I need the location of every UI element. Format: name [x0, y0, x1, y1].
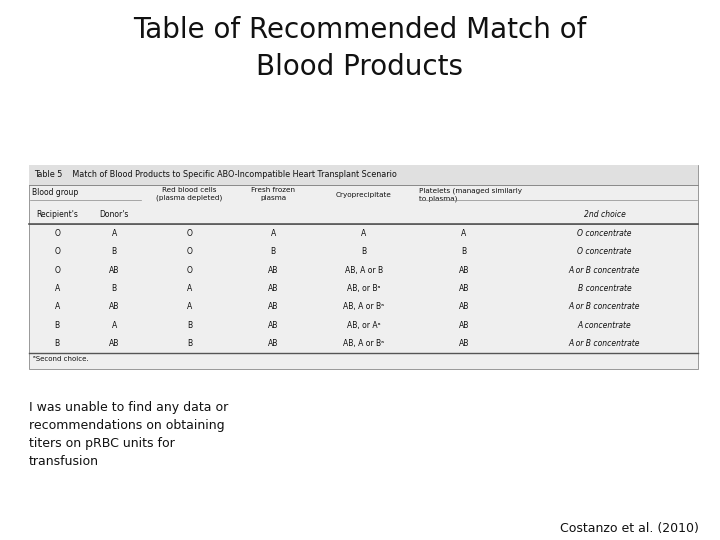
Text: AB: AB — [109, 339, 120, 348]
Text: A: A — [271, 229, 276, 238]
Text: AB: AB — [459, 339, 469, 348]
Text: B: B — [112, 247, 117, 256]
Text: B: B — [361, 247, 366, 256]
Text: AB, or Bᵃ: AB, or Bᵃ — [347, 284, 380, 293]
Text: B: B — [55, 339, 60, 348]
Text: A: A — [187, 284, 192, 293]
FancyBboxPatch shape — [29, 165, 698, 185]
Text: O concentrate: O concentrate — [577, 247, 632, 256]
Text: A: A — [361, 229, 366, 238]
Text: A: A — [112, 229, 117, 238]
Text: Cryoprecipitate: Cryoprecipitate — [336, 192, 392, 198]
Text: AB: AB — [459, 321, 469, 329]
Text: Blood group: Blood group — [32, 188, 78, 198]
Text: A: A — [112, 321, 117, 329]
Text: B: B — [271, 247, 276, 256]
Text: AB: AB — [268, 266, 279, 274]
Text: AB: AB — [459, 284, 469, 293]
Text: B concentrate: B concentrate — [577, 284, 631, 293]
Text: ᵃSecond choice.: ᵃSecond choice. — [33, 356, 89, 362]
Text: O: O — [54, 266, 60, 274]
Text: A or B concentrate: A or B concentrate — [569, 339, 640, 348]
Text: O: O — [186, 229, 192, 238]
FancyBboxPatch shape — [29, 165, 698, 369]
Text: O: O — [54, 229, 60, 238]
Text: AB: AB — [109, 266, 120, 274]
Text: A: A — [55, 302, 60, 311]
Text: AB: AB — [268, 302, 279, 311]
Text: AB, A or B: AB, A or B — [345, 266, 382, 274]
Text: B: B — [462, 247, 467, 256]
Text: Platelets (managed similarly
to plasma): Platelets (managed similarly to plasma) — [419, 187, 522, 202]
Text: A: A — [462, 229, 467, 238]
Text: B: B — [55, 321, 60, 329]
Text: A concentrate: A concentrate — [577, 321, 631, 329]
Text: Table of Recommended Match of
Blood Products: Table of Recommended Match of Blood Prod… — [133, 16, 587, 81]
Text: Red blood cells
(plasma depleted): Red blood cells (plasma depleted) — [156, 187, 222, 201]
Text: B: B — [112, 284, 117, 293]
Text: Fresh frozen
plasma: Fresh frozen plasma — [251, 187, 295, 201]
Text: AB: AB — [268, 321, 279, 329]
Text: A: A — [187, 302, 192, 311]
Text: O: O — [186, 266, 192, 274]
Text: AB: AB — [459, 266, 469, 274]
Text: AB, or Aᵃ: AB, or Aᵃ — [347, 321, 380, 329]
Text: Costanzo et al. (2010): Costanzo et al. (2010) — [559, 522, 698, 535]
Text: AB, A or Bᵃ: AB, A or Bᵃ — [343, 339, 384, 348]
Text: AB, A or Bᵃ: AB, A or Bᵃ — [343, 302, 384, 311]
Text: B: B — [187, 321, 192, 329]
Text: A or B concentrate: A or B concentrate — [569, 302, 640, 311]
Text: A or B concentrate: A or B concentrate — [569, 266, 640, 274]
Text: AB: AB — [459, 302, 469, 311]
Text: B: B — [187, 339, 192, 348]
Text: O: O — [186, 247, 192, 256]
Text: Donor's: Donor's — [99, 210, 129, 219]
Text: I was unable to find any data or
recommendations on obtaining
titers on pRBC uni: I was unable to find any data or recomme… — [29, 401, 228, 468]
Text: A: A — [55, 284, 60, 293]
Text: Recipient's: Recipient's — [36, 210, 78, 219]
Text: O concentrate: O concentrate — [577, 229, 632, 238]
Text: AB: AB — [268, 284, 279, 293]
Text: O: O — [54, 247, 60, 256]
Text: 2nd choice: 2nd choice — [584, 210, 626, 219]
Text: Table 5    Match of Blood Products to Specific ABO-Incompatible Heart Transplant: Table 5 Match of Blood Products to Speci… — [35, 171, 397, 179]
Text: AB: AB — [268, 339, 279, 348]
Text: AB: AB — [109, 302, 120, 311]
